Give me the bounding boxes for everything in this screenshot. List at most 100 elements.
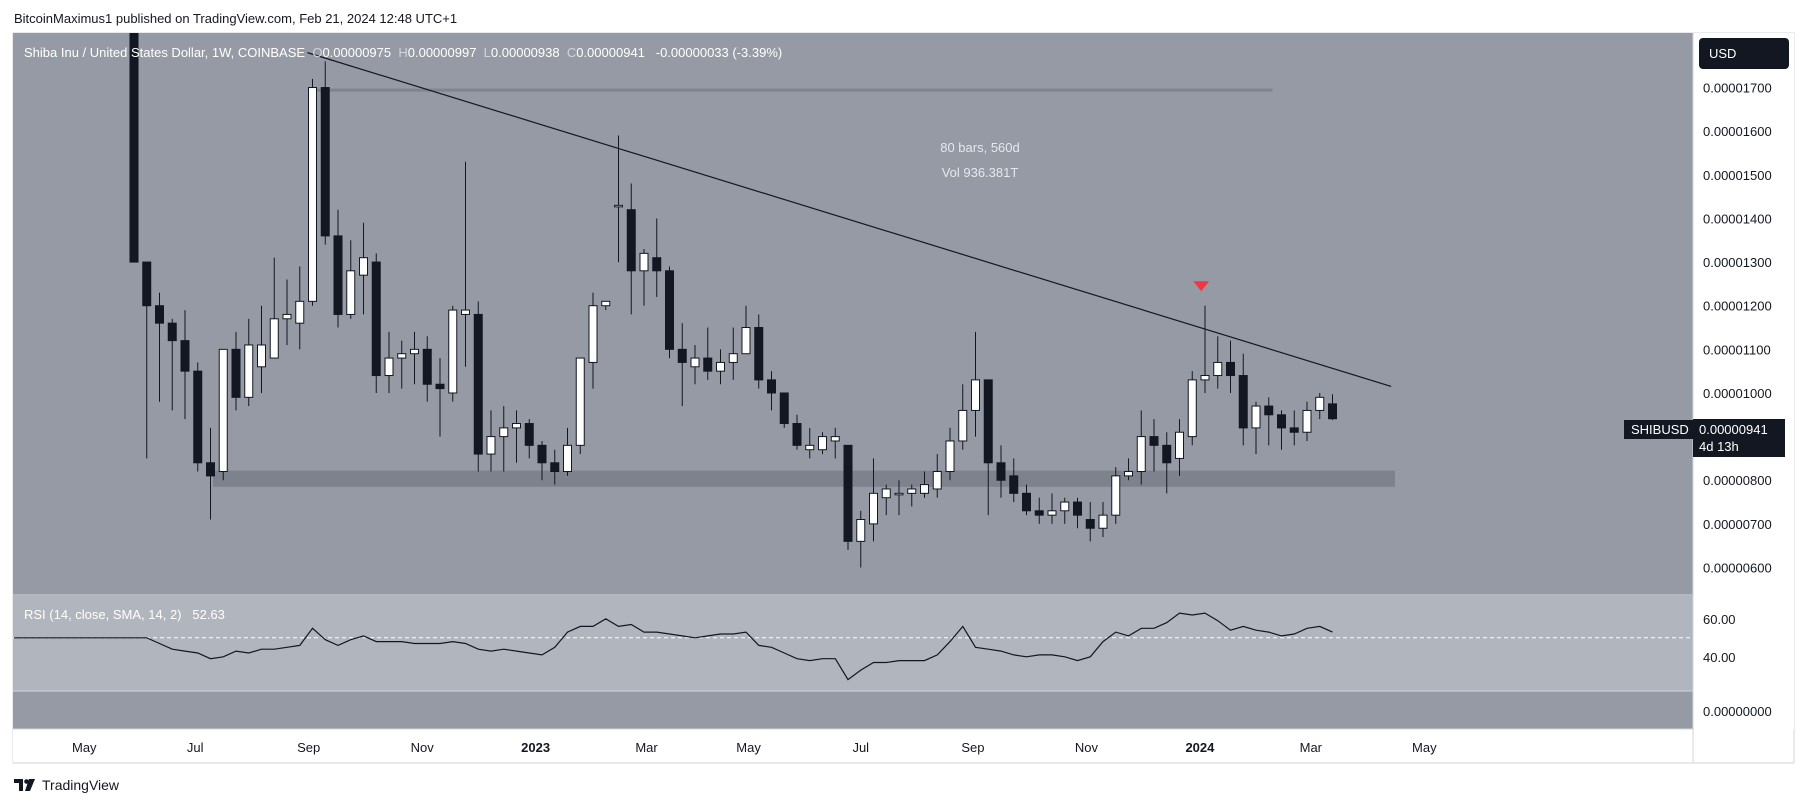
candle[interactable] [907, 484, 917, 507]
candle[interactable] [1060, 497, 1070, 524]
candle[interactable] [614, 135, 623, 263]
candle[interactable] [537, 440, 547, 481]
candle[interactable] [971, 331, 980, 437]
candle[interactable] [435, 358, 445, 437]
candle[interactable] [486, 410, 496, 472]
time-axis[interactable] [13, 730, 1693, 762]
candle[interactable] [499, 406, 509, 472]
candle[interactable] [244, 318, 254, 407]
candle[interactable] [1187, 371, 1197, 446]
candle[interactable] [1073, 497, 1082, 529]
candle[interactable] [359, 222, 368, 315]
candle[interactable] [1315, 392, 1325, 420]
candle[interactable] [741, 305, 751, 355]
candle[interactable] [728, 327, 738, 380]
candle[interactable] [550, 449, 560, 485]
candle[interactable] [320, 61, 330, 245]
candle[interactable] [869, 458, 878, 542]
candle[interactable] [1022, 484, 1031, 516]
candle[interactable] [843, 444, 853, 551]
candle[interactable] [333, 209, 343, 328]
candle[interactable] [512, 410, 521, 463]
candle[interactable] [792, 414, 802, 450]
candle[interactable] [677, 323, 687, 407]
candle[interactable] [767, 371, 776, 411]
candle[interactable] [384, 331, 394, 393]
candle[interactable] [1136, 410, 1146, 485]
support-zone[interactable] [213, 470, 1395, 487]
candle[interactable] [1111, 467, 1121, 524]
rsi-label[interactable]: RSI (14, close, SMA, 14, 2) [24, 607, 182, 622]
descending-trendline[interactable] [307, 52, 1392, 388]
candle[interactable] [856, 510, 866, 568]
candle[interactable] [1098, 502, 1108, 537]
candle[interactable] [257, 305, 266, 393]
rsi-line[interactable] [14, 612, 1333, 681]
candle[interactable] [818, 432, 827, 455]
candle[interactable] [996, 445, 1006, 498]
candle[interactable] [716, 349, 725, 385]
candle[interactable] [830, 427, 840, 459]
candle[interactable] [397, 340, 407, 389]
candle[interactable] [1328, 394, 1337, 421]
candle[interactable] [473, 301, 483, 472]
candle[interactable] [1251, 401, 1261, 455]
candle[interactable] [754, 314, 764, 389]
candle[interactable] [1162, 432, 1172, 494]
candle[interactable] [690, 344, 700, 385]
candle[interactable] [371, 253, 381, 393]
candle[interactable] [269, 257, 279, 359]
candle[interactable] [206, 427, 215, 520]
candle[interactable] [665, 266, 674, 359]
candle[interactable] [282, 279, 292, 345]
candle[interactable] [1264, 397, 1274, 446]
candle[interactable] [881, 484, 891, 516]
candle[interactable] [180, 310, 190, 420]
candle[interactable] [920, 471, 929, 498]
candle[interactable] [1213, 336, 1223, 389]
candle[interactable] [142, 261, 152, 459]
candle[interactable] [805, 427, 815, 459]
candle[interactable] [588, 292, 598, 389]
candle[interactable] [601, 300, 611, 311]
candle[interactable] [1009, 458, 1019, 503]
tradingview-logo[interactable]: TradingView [14, 777, 119, 793]
candle[interactable] [524, 419, 534, 459]
candle[interactable] [779, 392, 789, 428]
candle[interactable] [155, 292, 164, 402]
candle[interactable] [308, 78, 317, 306]
price-pane[interactable] [13, 33, 1693, 595]
candle[interactable] [410, 331, 419, 385]
candle[interactable] [575, 357, 585, 455]
candle[interactable] [1085, 502, 1095, 542]
candle[interactable] [448, 305, 458, 402]
candle[interactable] [945, 427, 955, 481]
candle[interactable] [626, 183, 636, 315]
candle[interactable] [983, 379, 993, 516]
candle[interactable] [1277, 410, 1286, 450]
candle[interactable] [231, 331, 241, 411]
candle[interactable] [1047, 493, 1057, 524]
candle[interactable] [1226, 340, 1235, 393]
currency-button[interactable]: USD [1699, 38, 1789, 69]
candle[interactable] [1302, 401, 1312, 441]
candle[interactable] [1289, 410, 1299, 446]
symbol-title[interactable]: Shiba Inu / United States Dollar, 1W, CO… [24, 45, 306, 60]
bearish-arrow-marker[interactable] [1193, 281, 1210, 292]
candle[interactable] [1124, 458, 1133, 481]
candle[interactable] [639, 248, 649, 306]
candle[interactable] [461, 161, 470, 367]
candle[interactable] [295, 266, 305, 350]
candle[interactable] [1200, 305, 1210, 393]
candle[interactable] [652, 218, 662, 297]
candle[interactable] [1149, 419, 1159, 472]
candle[interactable] [1034, 497, 1044, 524]
candle[interactable] [1175, 419, 1184, 476]
candle[interactable] [346, 240, 356, 319]
price-axis[interactable] [1694, 33, 1794, 730]
candle[interactable] [218, 348, 228, 481]
candle[interactable] [129, 0, 139, 263]
candle[interactable] [422, 336, 432, 402]
candle[interactable] [958, 384, 968, 450]
